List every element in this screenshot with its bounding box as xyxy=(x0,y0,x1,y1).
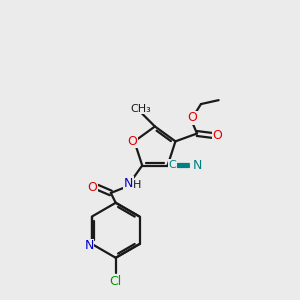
Text: H: H xyxy=(133,180,142,190)
Text: N: N xyxy=(84,239,94,253)
Text: O: O xyxy=(187,111,197,124)
Text: CH₃: CH₃ xyxy=(131,104,152,114)
Text: Cl: Cl xyxy=(110,275,122,288)
Text: O: O xyxy=(213,129,223,142)
Text: O: O xyxy=(128,135,137,148)
Text: C: C xyxy=(169,160,176,170)
Text: N: N xyxy=(192,159,202,172)
Text: N: N xyxy=(124,177,133,190)
Text: O: O xyxy=(87,181,97,194)
